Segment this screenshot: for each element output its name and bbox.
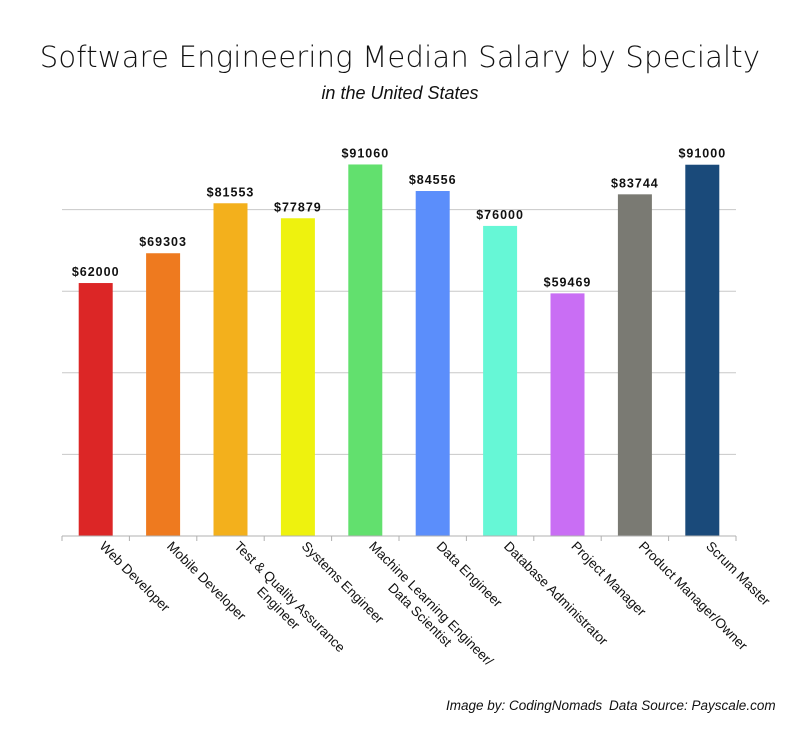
data-label: $91060 [341, 146, 389, 160]
bar [78, 283, 113, 536]
category-label: Data Engineer [434, 539, 506, 611]
bar [617, 194, 652, 537]
bar [483, 225, 518, 537]
data-label: $76000 [476, 208, 524, 222]
data-label: $69303 [139, 235, 187, 249]
bar [280, 218, 315, 537]
bars [78, 164, 720, 537]
image-credit: Image by: CodingNomads [446, 698, 603, 713]
category-label: Web Developer [97, 539, 174, 616]
data-label: $81553 [207, 185, 255, 199]
bar [550, 293, 585, 536]
bar [685, 164, 720, 536]
chart-subtitle: in the United States [321, 83, 479, 103]
bar [415, 191, 450, 536]
data-label: $83744 [611, 176, 659, 190]
category-label: Scrum Master [703, 539, 773, 609]
bar [146, 253, 181, 536]
data-label: $77879 [274, 200, 322, 214]
x-axis [61, 535, 737, 541]
data-source-credit: Data Source: Payscale.com [609, 698, 776, 713]
data-label: $91000 [678, 147, 726, 161]
data-labels: $62000 $69303 $81553 $77879 $91060 $84556 $760… [72, 146, 726, 289]
data-label: $59469 [544, 275, 592, 289]
data-label: $62000 [72, 265, 120, 279]
data-label: $84556 [409, 173, 457, 187]
chart-title: Software Engineering Median Salary by Sp… [39, 40, 761, 74]
bar [213, 203, 248, 536]
category-label: Product Manager/Owner [636, 539, 751, 654]
bar [348, 164, 383, 536]
